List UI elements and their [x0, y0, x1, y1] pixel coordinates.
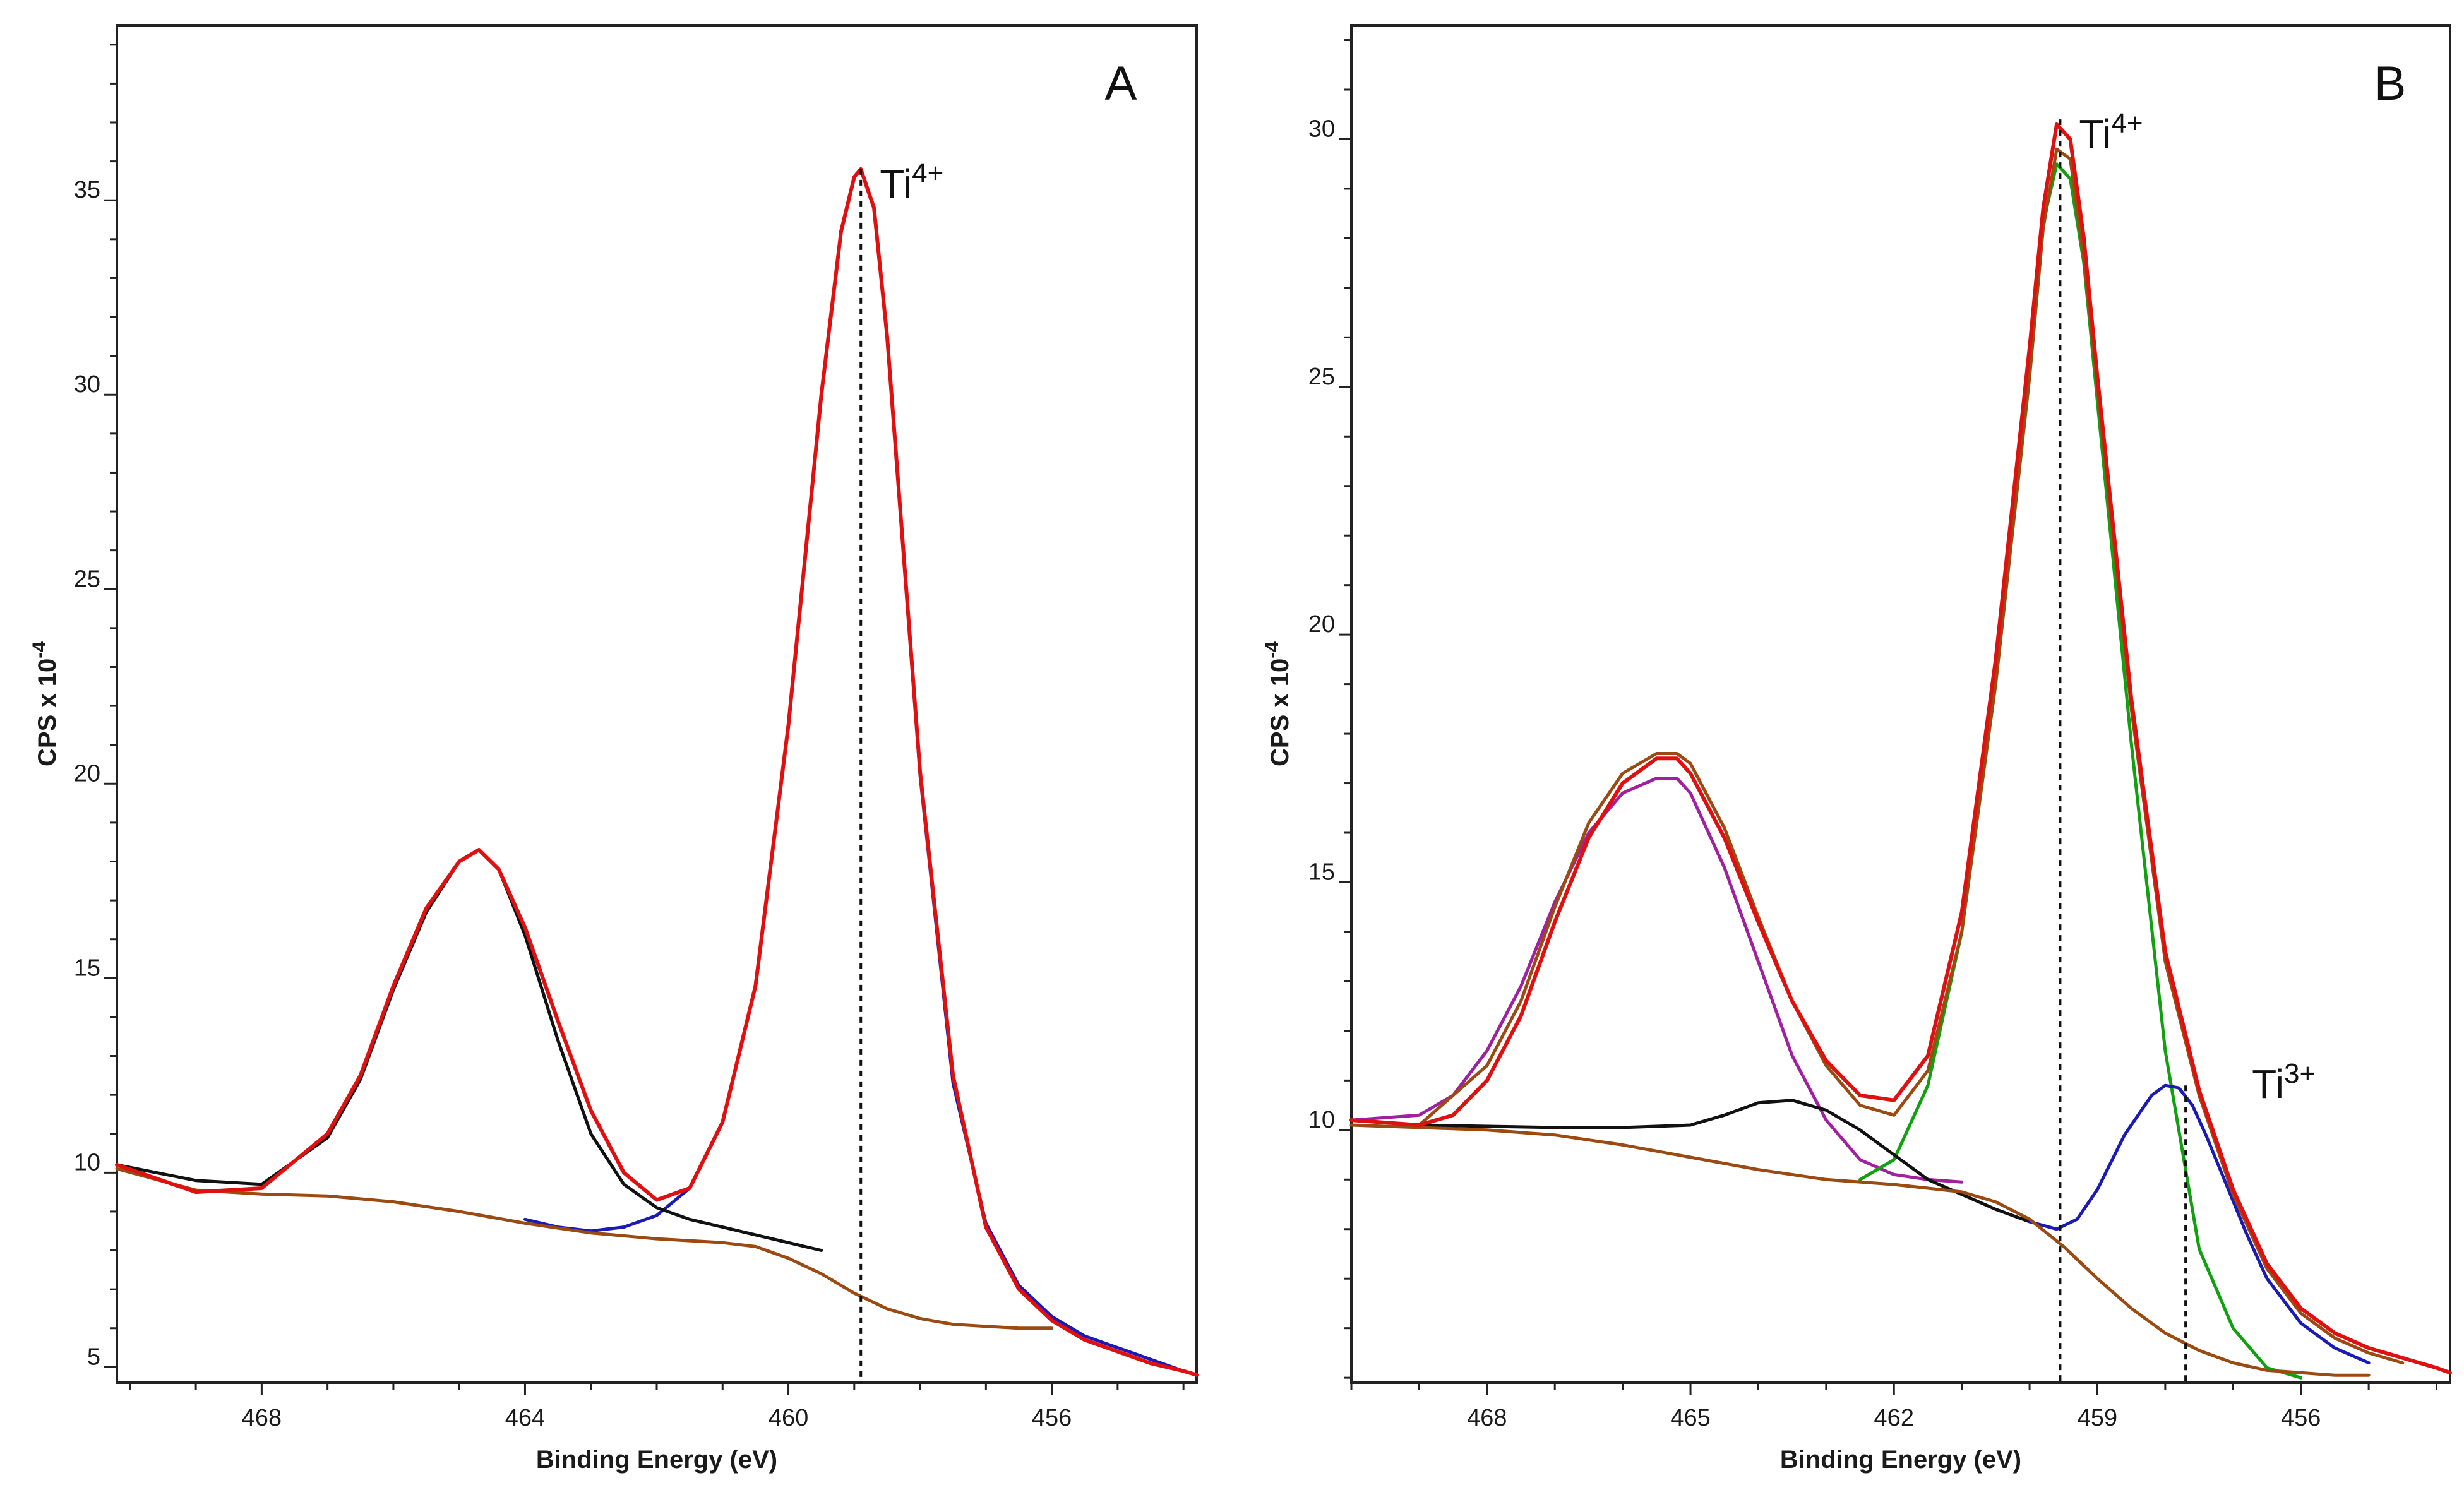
peak-label-base: Ti — [2079, 111, 2111, 157]
y-tick-label: 30 — [74, 371, 100, 398]
y-tick-label: 10 — [1308, 1107, 1335, 1133]
panel-a-grid-ticks — [104, 44, 1185, 1395]
y-tick-label: 25 — [1308, 364, 1335, 390]
panel-a-ylabel-exp: -4 — [29, 641, 50, 659]
peak-label: Ti4+ — [2079, 108, 2143, 157]
peak-label-sup: 4+ — [2111, 108, 2143, 139]
x-tick-label: 468 — [1467, 1405, 1507, 1431]
panel-a-xlabel: Binding Energy (eV) — [536, 1446, 777, 1474]
panel-b-xlabel: Binding Energy (eV) — [1780, 1446, 2021, 1474]
x-tick-label: 456 — [2281, 1405, 2321, 1431]
y-tick-label: 5 — [87, 1344, 100, 1370]
series-line-measured — [115, 167, 1199, 1377]
peak-label-base: Ti — [880, 161, 912, 206]
x-tick-label: 456 — [1032, 1405, 1072, 1431]
y-tick-label: 15 — [74, 955, 100, 981]
y-tick-label: 35 — [74, 177, 100, 203]
panel-a-series — [115, 167, 1199, 1377]
series-line-ti3-2p1-2-component — [1417, 1099, 2031, 1224]
panel-a-ylabel: CPS x 10-4 — [29, 641, 61, 766]
x-tick-label: 465 — [1670, 1405, 1710, 1431]
x-tick-label: 459 — [2078, 1405, 2117, 1431]
panel-a: 468 464 460 456 5 10 15 20 25 30 35 Ti4+ A Binding… — [29, 24, 1199, 1474]
panel-b-frame — [1350, 24, 2451, 1384]
series-line-ti4-2p1-2-component — [1349, 777, 1964, 1184]
series-line-background — [1349, 1123, 2371, 1377]
y-tick-label: 30 — [1308, 116, 1335, 142]
panel-b-grid-ticks — [1339, 39, 2438, 1395]
y-tick-label: 10 — [74, 1149, 100, 1176]
peak-label: Ti3+ — [2252, 1058, 2316, 1107]
y-tick-label: 20 — [1308, 611, 1335, 638]
peak-label: Ti4+ — [880, 158, 943, 206]
panel-b-ylabel-base: CPS x 10 — [1266, 659, 1294, 766]
panel-a-frame — [116, 24, 1198, 1384]
panel-a-ylabel-base: CPS x 10 — [33, 659, 61, 766]
x-tick-label: 462 — [1874, 1405, 1914, 1431]
x-tick-label: 464 — [505, 1405, 545, 1431]
panel-a-annotations: Ti4+ — [859, 158, 943, 1383]
peak-label-sup: 4+ — [912, 158, 943, 189]
panel-b-letter: B — [2374, 57, 2407, 110]
series-line-measured — [1349, 122, 2452, 1375]
y-tick-label: 20 — [74, 760, 100, 787]
y-tick-label: 15 — [1308, 859, 1335, 885]
panel-a-tick-labels: 468 464 460 456 5 10 15 20 25 30 35 — [74, 177, 1072, 1431]
series-line-background — [115, 1167, 1054, 1330]
panel-b-tick-labels: 468 465 462 459 456 10 15 20 25 30 — [1308, 116, 2321, 1431]
panel-a-letter: A — [1105, 57, 1137, 110]
series-line-fit-envelope — [1349, 147, 2405, 1365]
x-tick-label: 468 — [242, 1405, 282, 1431]
peak-label-sup: 3+ — [2284, 1058, 2316, 1089]
panel-b-series — [1349, 122, 2452, 1380]
panel-b-ylabel: CPS x 10-4 — [1262, 641, 1294, 766]
panel-b-ylabel-exp: -4 — [1262, 641, 1283, 659]
peak-label-base: Ti — [2252, 1061, 2284, 1107]
y-tick-label: 25 — [74, 566, 100, 592]
panel-b-annotations: Ti4+Ti3+ — [2059, 108, 2316, 1383]
x-tick-label: 460 — [769, 1405, 808, 1431]
